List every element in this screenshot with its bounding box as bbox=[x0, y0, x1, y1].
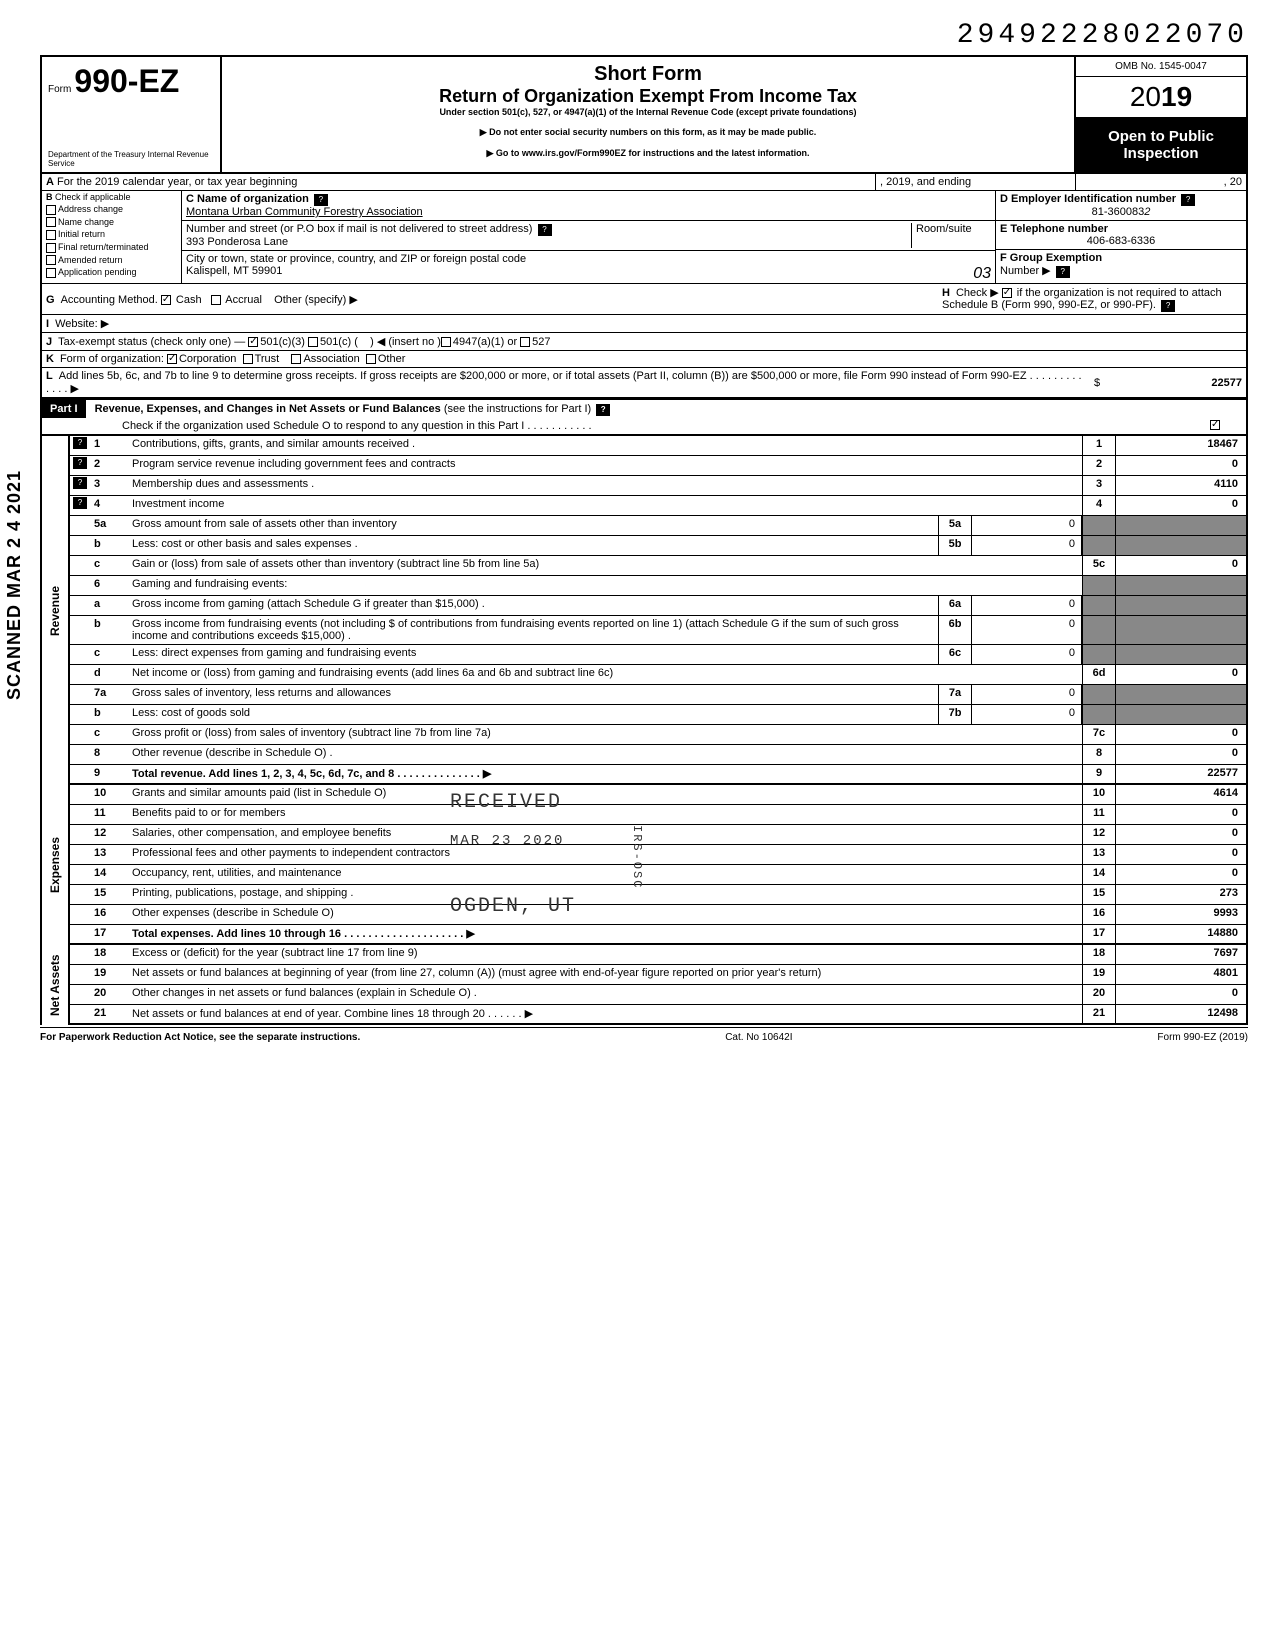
line-15: 15Printing, publications, postage, and s… bbox=[70, 885, 1246, 905]
part-1-header: Part I Revenue, Expenses, and Changes in… bbox=[40, 399, 1248, 436]
line-1: ?1Contributions, gifts, grants, and simi… bbox=[70, 436, 1246, 456]
form-prefix: Form bbox=[48, 84, 71, 95]
open-to-public: Open to Public Inspection bbox=[1076, 118, 1246, 172]
line-d: dNet income or (loss) from gaming and fu… bbox=[70, 665, 1246, 685]
line-9: 9Total revenue. Add lines 1, 2, 3, 4, 5c… bbox=[70, 765, 1246, 785]
scanned-stamp: SCANNED MAR 2 4 2021 bbox=[4, 470, 25, 700]
revenue-label: Revenue bbox=[40, 436, 68, 785]
subtitle: Under section 501(c), 527, or 4947(a)(1)… bbox=[228, 107, 1068, 117]
expenses-label: Expenses bbox=[40, 785, 68, 945]
line-13: 13Professional fees and other payments t… bbox=[70, 845, 1246, 865]
line-c: cGross profit or (loss) from sales of in… bbox=[70, 725, 1246, 745]
line-4: ?4Investment income40 bbox=[70, 496, 1246, 516]
dept-treasury: Department of the Treasury Internal Reve… bbox=[48, 150, 220, 168]
chk-pending[interactable]: Application pending bbox=[58, 267, 137, 277]
goto-link: ▶ Go to www.irs.gov/Form990EZ for instru… bbox=[228, 148, 1068, 159]
line-b: bLess: cost or other basis and sales exp… bbox=[70, 536, 1246, 556]
line-18: 18Excess or (deficit) for the year (subt… bbox=[70, 945, 1246, 965]
chk-amended[interactable]: Amended return bbox=[58, 255, 123, 265]
line-12: 12Salaries, other compensation, and empl… bbox=[70, 825, 1246, 845]
return-title: Return of Organization Exempt From Incom… bbox=[228, 86, 1068, 107]
telephone: 406-683-6336 bbox=[1000, 235, 1242, 247]
line-5a: 5aGross amount from sale of assets other… bbox=[70, 516, 1246, 536]
omb-number: OMB No. 1545-0047 bbox=[1076, 57, 1246, 77]
row-k: KForm of organization: Corporation Trust… bbox=[40, 350, 1248, 367]
tax-year: 2019 bbox=[1076, 77, 1246, 118]
line-c: cGain or (loss) from sale of assets othe… bbox=[70, 556, 1246, 576]
row-l: LAdd lines 5b, 6c, and 7b to line 9 to d… bbox=[40, 367, 1248, 399]
ssn-warning: ▶ Do not enter social security numbers o… bbox=[228, 127, 1068, 138]
line-10: 10Grants and similar amounts paid (list … bbox=[70, 785, 1246, 805]
line-6: 6Gaming and fundraising events: bbox=[70, 576, 1246, 596]
line-b: bGross income from fundraising events (n… bbox=[70, 616, 1246, 645]
row-j: JTax-exempt status (check only one) — 50… bbox=[40, 332, 1248, 350]
chk-final[interactable]: Final return/terminated bbox=[58, 242, 149, 252]
line-14: 14Occupancy, rent, utilities, and mainte… bbox=[70, 865, 1246, 885]
row-a: A For the 2019 calendar year, or tax yea… bbox=[40, 174, 1248, 191]
line-7a: 7aGross sales of inventory, less returns… bbox=[70, 685, 1246, 705]
city-state-zip: Kalispell, MT 59901 bbox=[186, 265, 282, 277]
chk-address[interactable]: Address change bbox=[58, 204, 123, 214]
form-number: 990-EZ bbox=[74, 63, 179, 99]
line-11: 11Benefits paid to or for members110 bbox=[70, 805, 1246, 825]
line-19: 19Net assets or fund balances at beginni… bbox=[70, 965, 1246, 985]
line-20: 20Other changes in net assets or fund ba… bbox=[70, 985, 1246, 1005]
block-b-c-d-e-f: B Check if applicable Address change Nam… bbox=[40, 191, 1248, 283]
row-g-h: GAccounting Method. Cash Accrual Other (… bbox=[40, 283, 1248, 314]
netassets-label: Net Assets bbox=[40, 945, 68, 1025]
line-8: 8Other revenue (describe in Schedule O) … bbox=[70, 745, 1246, 765]
line-16: 16Other expenses (describe in Schedule O… bbox=[70, 905, 1246, 925]
gross-receipts: 22577 bbox=[1112, 377, 1242, 389]
org-name: Montana Urban Community Forestry Associa… bbox=[186, 206, 423, 218]
street-address: 393 Ponderosa Lane bbox=[186, 236, 288, 248]
line-a: aGross income from gaming (attach Schedu… bbox=[70, 596, 1246, 616]
document-locator-number: 29492228022070 bbox=[40, 20, 1248, 51]
short-form-title: Short Form bbox=[228, 63, 1068, 86]
line-b: bLess: cost of goods sold7b0 bbox=[70, 705, 1246, 725]
line-21: 21Net assets or fund balances at end of … bbox=[70, 1005, 1246, 1025]
chk-initial[interactable]: Initial return bbox=[58, 229, 105, 239]
chk-name[interactable]: Name change bbox=[58, 217, 114, 227]
form-header: Form 990-EZ Department of the Treasury I… bbox=[40, 55, 1248, 174]
ein: 81-360083 bbox=[1092, 206, 1145, 218]
row-i: IWebsite: ▶ bbox=[40, 314, 1248, 332]
footer: For Paperwork Reduction Act Notice, see … bbox=[40, 1027, 1248, 1043]
line-c: cLess: direct expenses from gaming and f… bbox=[70, 645, 1246, 665]
line-2: ?2Program service revenue including gove… bbox=[70, 456, 1246, 476]
line-17: 17Total expenses. Add lines 10 through 1… bbox=[70, 925, 1246, 945]
line-3: ?3Membership dues and assessments .34110 bbox=[70, 476, 1246, 496]
